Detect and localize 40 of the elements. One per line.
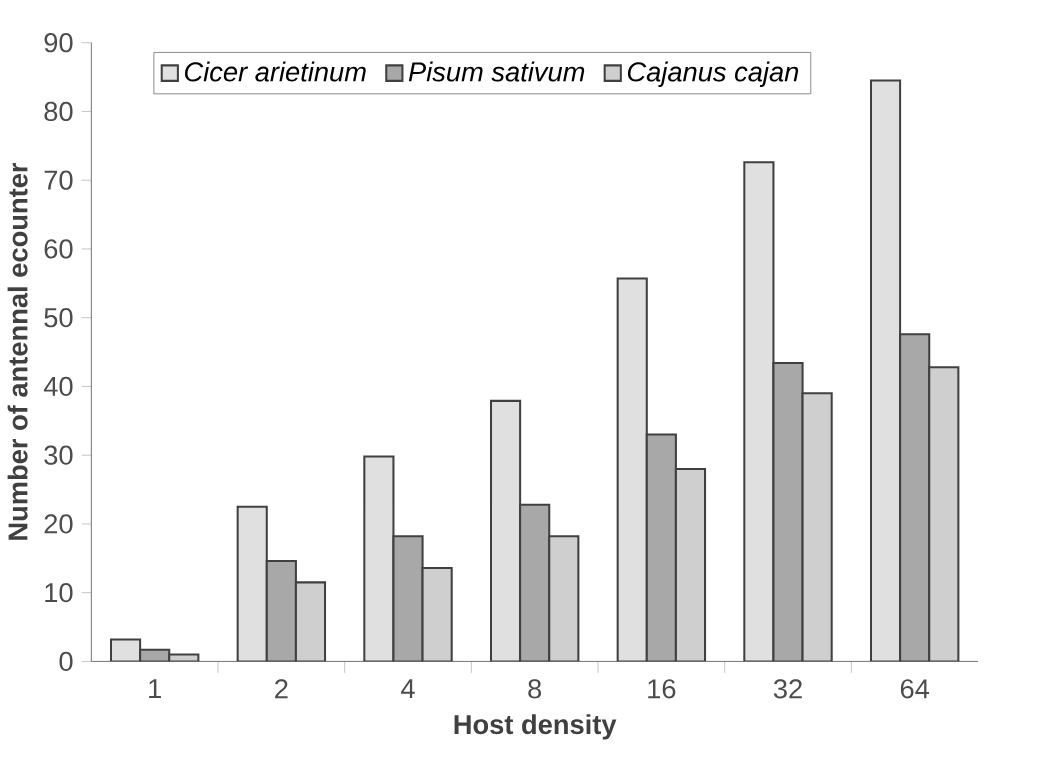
x-tick-label: 2 (275, 679, 288, 699)
bar (928, 366, 960, 662)
legend-label: Cicer arietinum (184, 61, 366, 82)
x-tick-label: 32 (773, 679, 802, 699)
y-tick-label: 50 (44, 307, 73, 328)
y-tick-label: 90 (44, 32, 73, 53)
x-tick-label: 8 (528, 679, 542, 699)
bar (363, 455, 395, 662)
bar (294, 581, 327, 662)
bar (616, 277, 648, 662)
x-tick-label: 16 (648, 679, 676, 699)
y-tick-label: 80 (44, 101, 73, 122)
y-tick-label: 40 (43, 376, 73, 396)
y-tick-label: 20 (44, 514, 73, 534)
bar (674, 467, 707, 662)
bar (645, 433, 677, 662)
y-tick-label: 30 (44, 445, 73, 465)
x-tick-label: 64 (900, 679, 930, 699)
bar (236, 505, 268, 662)
bar (899, 333, 931, 662)
bar (489, 399, 522, 662)
bar (869, 79, 902, 662)
legend-label: Cajanus cajan (627, 61, 799, 87)
legend-label: Pisum sativum (408, 61, 585, 82)
bar (801, 392, 833, 662)
y-tick-label: 60 (44, 239, 73, 259)
bar (519, 503, 551, 662)
bar (392, 535, 424, 662)
y-axis-title: Number of antennal ecounter (7, 162, 28, 540)
x-axis-title: Host density (454, 714, 617, 740)
bar (772, 361, 804, 662)
bar (743, 161, 775, 662)
x-tick-label: 1 (149, 679, 161, 698)
bar (265, 559, 297, 662)
y-tick-label: 0 (59, 651, 73, 671)
bar (548, 535, 580, 662)
y-tick-label: 70 (44, 170, 73, 190)
bar (421, 566, 453, 662)
x-tick-label: 4 (401, 679, 415, 698)
y-tick-label: 10 (45, 582, 73, 603)
